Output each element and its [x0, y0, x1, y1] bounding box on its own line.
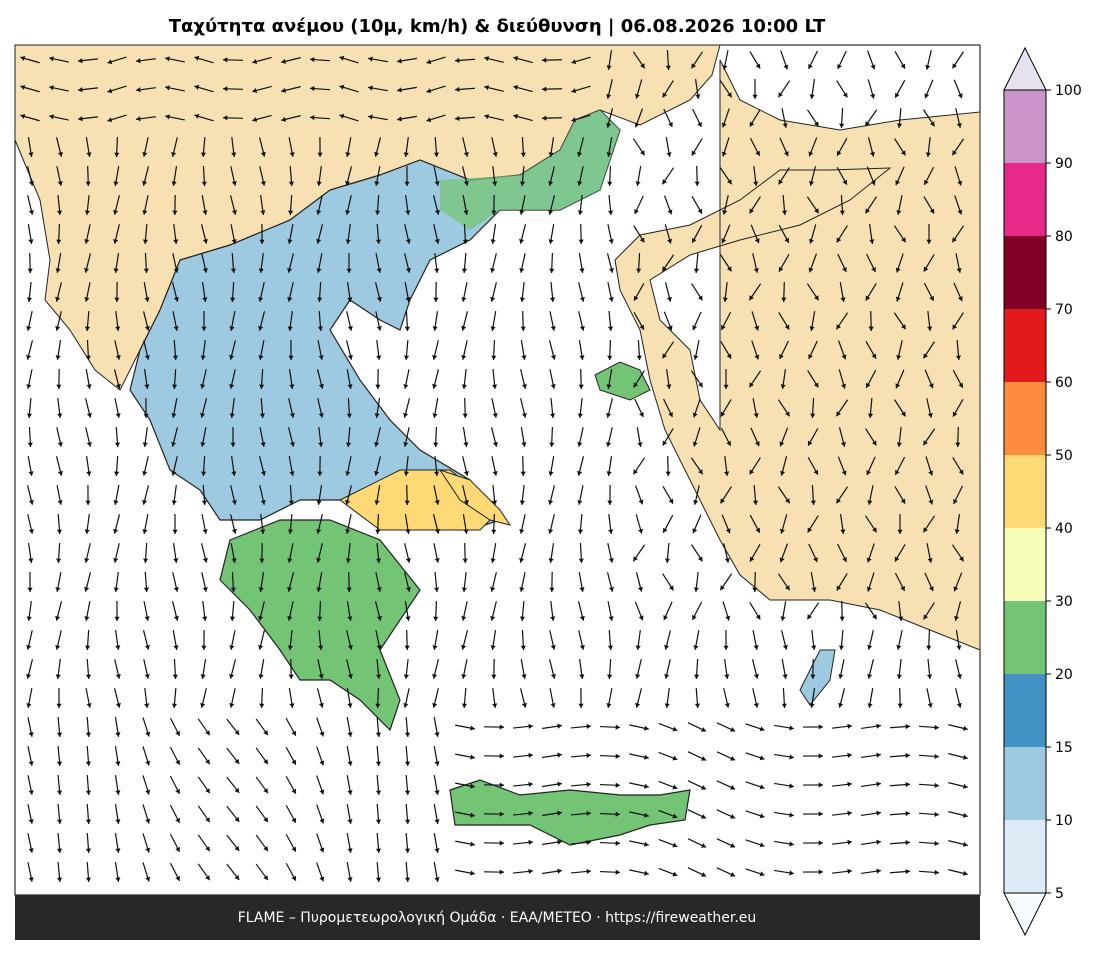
colorbar-segment [1004, 820, 1046, 893]
colorbar: 5 10 15 20 30 40 50 60 70 80 90 100 [1004, 48, 1082, 935]
colorbar-tick-label: 30 [1055, 594, 1073, 610]
colorbar-segment [1004, 455, 1046, 528]
colorbar-tick-label: 5 [1055, 886, 1064, 902]
colorbar-segment [1004, 747, 1046, 820]
footer-text: FLAME – Πυρομετεωρολογική Ομάδα · ΕΑΑ/ME… [238, 910, 757, 926]
colorbar-tick-label: 100 [1055, 83, 1082, 99]
colorbar-segment [1004, 163, 1046, 236]
colorbar-tick-label: 90 [1055, 156, 1073, 172]
colorbar-segment [1004, 674, 1046, 747]
colorbar-tick-label: 15 [1055, 740, 1073, 756]
map-area [15, 45, 980, 895]
colorbar-tick-label: 10 [1055, 813, 1073, 829]
colorbar-segment [1004, 236, 1046, 309]
map-title: Ταχύτητα ανέμου (10μ, km/h) & διεύθυνση … [169, 16, 826, 37]
colorbar-segment [1004, 382, 1046, 455]
colorbar-extend-high [1004, 48, 1046, 90]
colorbar-tick-label: 20 [1055, 667, 1073, 683]
colorbar-tick-label: 70 [1055, 302, 1073, 318]
colorbar-extend-low [1004, 893, 1046, 935]
colorbar-tick-label: 50 [1055, 448, 1073, 464]
colorbar-tick-label: 40 [1055, 521, 1073, 537]
colorbar-segment [1004, 90, 1046, 163]
colorbar-tick-label: 80 [1055, 229, 1073, 245]
colorbar-segment [1004, 601, 1046, 674]
colorbar-tick-label: 60 [1055, 375, 1073, 391]
colorbar-segment [1004, 309, 1046, 382]
colorbar-segment [1004, 528, 1046, 601]
